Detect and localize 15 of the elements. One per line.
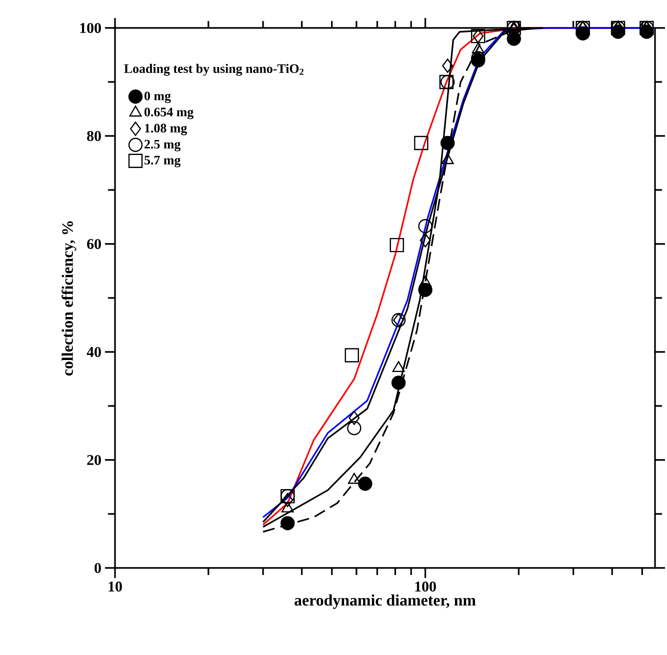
y-tick-label: 20: [87, 454, 101, 466]
legend-label: 1.08 mg: [145, 124, 188, 136]
x-tick-label: 10: [108, 582, 122, 592]
legend-title: Loading test by using nano-TiO$_{2}$: [124, 64, 304, 76]
y-tick-label: 60: [87, 238, 101, 250]
y-tick-label: 40: [86, 346, 101, 358]
y-tick-label: 80: [87, 130, 101, 142]
y-tick-label: 0: [94, 562, 101, 574]
y-axis-title: collection efficiency, %: [62, 221, 76, 376]
legend-label: 2.5 mg: [144, 140, 181, 152]
y-tick-label: 100: [80, 22, 101, 34]
x-axis-title: aerodynamic diameter, nm: [294, 594, 476, 609]
legend-label: 5.7 mg: [144, 156, 181, 168]
legend-label: 0.654 mg: [144, 108, 194, 120]
legend-label: 0 mg: [144, 92, 171, 104]
